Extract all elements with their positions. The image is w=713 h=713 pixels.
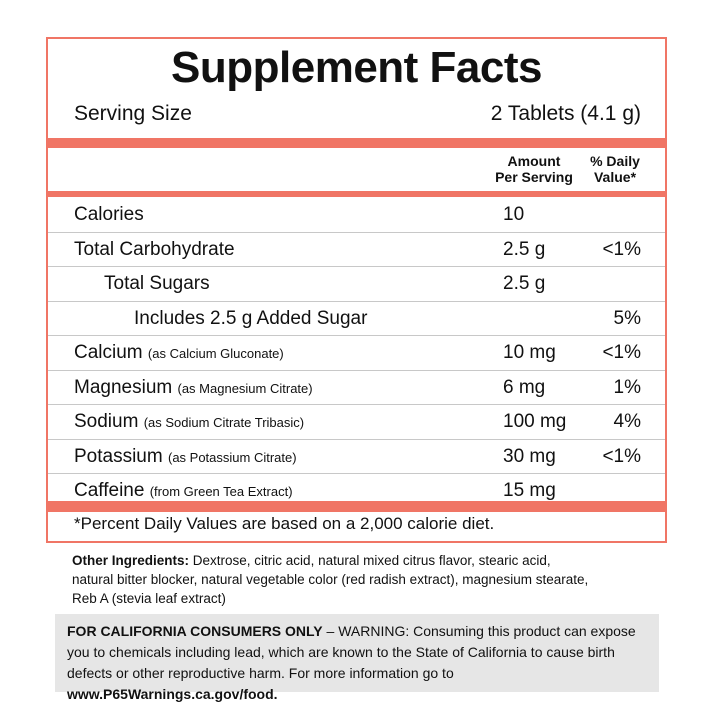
nutrient-row: Potassium (as Potassium Citrate) 30 mg <1% [48, 440, 665, 475]
amount: 100 mg [503, 411, 567, 432]
serving-label: Serving Size [74, 102, 192, 125]
warning-text: – WARNING: Consuming this product can ex… [67, 623, 636, 681]
nutrient-row: Magnesium (as Magnesium Citrate) 6 mg 1% [48, 371, 665, 406]
nutrient-row: Calories 10 [48, 198, 665, 233]
nutrient-note: (as Calcium Gluconate) [147, 346, 284, 361]
facts-panel: Supplement Facts Serving Size 2 Tablets … [46, 37, 667, 543]
warning-box: FOR CALIFORNIA CONSUMERS ONLY – WARNING:… [55, 614, 659, 702]
nutrient-row: Caffeine (from Green Tea Extract) 15 mg [48, 474, 665, 508]
nutrient-cell: Total Sugars [104, 267, 210, 301]
nutrient-name: Magnesium [74, 376, 173, 398]
divider [48, 501, 665, 512]
nutrient-cell: Magnesium (as Magnesium Citrate) [74, 371, 313, 406]
nutrient-name: Total Sugars [104, 273, 210, 294]
nutrient-rows: Calories 10 Total Carbohydrate 2.5 g <1% Tota… [48, 198, 665, 508]
daily-value: <1% [602, 445, 641, 467]
column-header: Amount Per Serving % Daily Value* [48, 153, 665, 189]
amount-header: Amount Per Serving [482, 153, 586, 185]
warning-link: www.P65Warnings.ca.gov/food. [67, 686, 278, 702]
dv-header: % Daily Value* [583, 153, 647, 185]
divider [48, 138, 665, 148]
divider [48, 191, 665, 197]
serving-value: 2 Tablets (4.1 g) [490, 102, 641, 125]
text: Dextrose, citric acid, natural mixed cit… [72, 553, 589, 606]
amount: 6 mg [503, 376, 546, 398]
nutrient-cell: Caffeine (from Green Tea Extract) [74, 474, 293, 509]
nutrient-cell: Calcium (as Calcium Gluconate) [74, 336, 284, 371]
amount: 2.5 g [503, 273, 546, 294]
amount: 2.5 g [503, 238, 546, 260]
daily-value: <1% [602, 342, 641, 363]
nutrient-name: Includes 2.5 g Added Sugar [134, 307, 368, 329]
nutrient-note: (as Sodium Citrate Tribasic) [143, 415, 305, 430]
nutrient-cell: Potassium (as Potassium Citrate) [74, 440, 297, 475]
warning-heading: FOR CALIFORNIA CONSUMERS ONLY [67, 623, 323, 639]
daily-value: <1% [602, 238, 641, 260]
daily-value: 4% [613, 411, 641, 432]
nutrient-cell: Total Carbohydrate [74, 233, 235, 267]
nutrient-row: Total Sugars 2.5 g [48, 267, 665, 302]
nutrient-note: (as Potassium Citrate) [167, 449, 297, 465]
header-line: Per Serving [495, 169, 573, 185]
serving-size: Serving Size 2 Tablets (4.1 g) [74, 102, 641, 126]
nutrient-row: Sodium (as Sodium Citrate Tribasic) 100 m… [48, 405, 665, 440]
amount: 15 mg [503, 480, 556, 501]
nutrient-row: Calcium (as Calcium Gluconate) 10 mg <1% [48, 336, 665, 371]
title: Supplement Facts [171, 43, 542, 92]
nutrient-note: (from Green Tea Extract) [149, 484, 293, 499]
nutrient-name: Total Carbohydrate [74, 238, 235, 260]
nutrient-name: Calories [74, 204, 144, 225]
nutrient-name: Sodium [74, 411, 139, 432]
nutrient-cell: Calories [74, 198, 144, 232]
label: Other Ingredients: [72, 553, 190, 568]
nutrient-note: (as Magnesium Citrate) [177, 380, 313, 396]
nutrient-name: Calcium [74, 342, 143, 363]
amount: 30 mg [503, 445, 556, 467]
nutrient-name: Potassium [74, 445, 163, 467]
header-line: Amount [507, 153, 561, 169]
nutrient-cell: Includes 2.5 g Added Sugar [134, 302, 367, 336]
daily-value: 5% [613, 307, 641, 329]
nutrient-row: Total Carbohydrate 2.5 g <1% [48, 233, 665, 267]
other-ingredients: Other Ingredients: Dextrose, citric acid… [72, 551, 592, 608]
amount: 10 mg [503, 342, 556, 363]
daily-value: 1% [613, 376, 641, 398]
nutrient-cell: Sodium (as Sodium Citrate Tribasic) [74, 405, 304, 440]
footnote: *Percent Daily Values are based on a 2,0… [74, 514, 495, 533]
nutrient-row: Includes 2.5 g Added Sugar 5% [48, 302, 665, 336]
nutrient-name: Caffeine [74, 480, 145, 501]
header-line: Value* [593, 169, 637, 185]
amount: 10 [503, 204, 525, 225]
header-line: % Daily [590, 153, 640, 169]
